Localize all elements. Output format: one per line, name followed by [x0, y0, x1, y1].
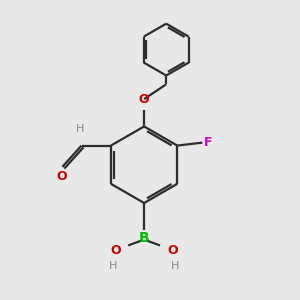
- Text: O: O: [56, 170, 67, 183]
- Text: B: B: [139, 231, 149, 245]
- Text: O: O: [167, 244, 178, 257]
- Text: O: O: [110, 244, 121, 257]
- Text: H: H: [109, 261, 118, 271]
- Text: F: F: [204, 136, 213, 149]
- Text: H: H: [76, 124, 84, 134]
- Text: O: O: [139, 93, 149, 106]
- Text: H: H: [170, 261, 179, 271]
